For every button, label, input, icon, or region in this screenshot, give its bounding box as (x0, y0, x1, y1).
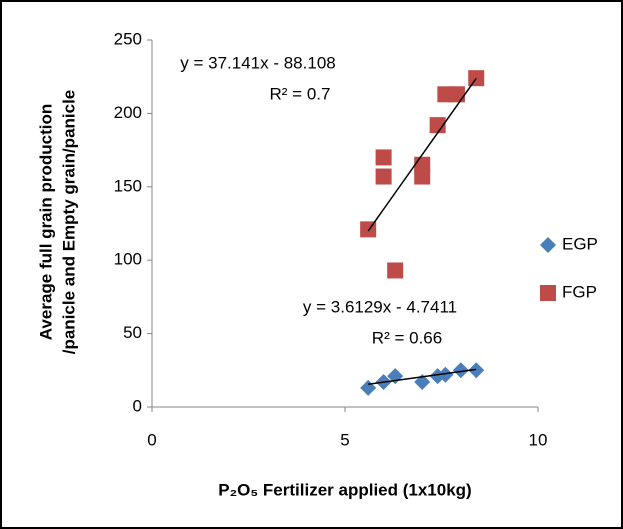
data-point (468, 362, 485, 379)
data-point (387, 262, 404, 279)
data-point (448, 86, 465, 103)
x-axis-title: P₂O₅ Fertilizer applied (1x10kg) (218, 480, 471, 499)
trendline (367, 77, 477, 232)
x-tick-label: 5 (340, 430, 349, 449)
y-tick-label: 250 (114, 29, 142, 48)
y-tick-label: 0 (133, 396, 142, 415)
trendline-equation: y = 37.141x - 88.108 (180, 53, 335, 72)
trendline-r2: R² = 0.7 (270, 84, 331, 103)
y-tick-label: 150 (114, 176, 142, 195)
x-tick-label: 0 (147, 430, 156, 449)
legend-label: EGP (562, 234, 598, 253)
legend-label: FGP (562, 282, 597, 301)
y-axis-title: Average full grain production (36, 104, 55, 340)
legend-marker (540, 285, 556, 301)
data-point (375, 149, 392, 166)
trendline-equation: y = 3.6129x - 4.7411 (303, 297, 457, 316)
y-tick-label: 200 (114, 103, 142, 122)
y-axis-title: /panicle and Empty grain/panicle (59, 90, 78, 355)
y-tick-label: 50 (123, 323, 142, 342)
data-point (414, 168, 431, 185)
trendline-r2: R² = 0.66 (372, 328, 442, 347)
y-tick-label: 100 (114, 250, 142, 269)
data-point (452, 362, 469, 379)
x-tick-label: 10 (529, 430, 548, 449)
legend-marker (540, 237, 556, 253)
trendline (368, 368, 477, 386)
data-point (468, 70, 485, 87)
data-point (437, 366, 454, 383)
data-point (429, 117, 446, 134)
data-point (375, 168, 392, 185)
